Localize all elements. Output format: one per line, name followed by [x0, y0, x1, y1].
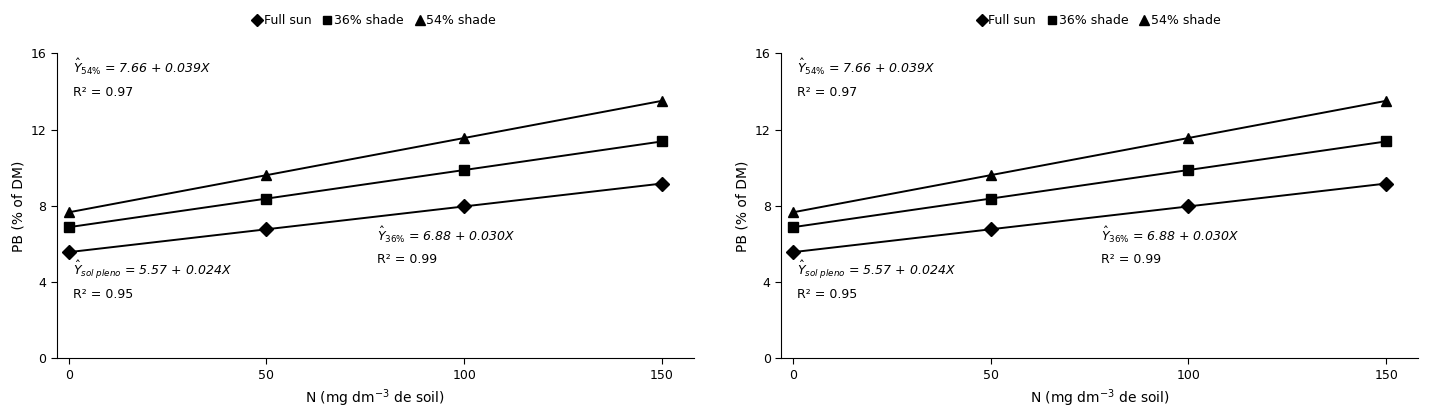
- Legend: Full sun, 36% shade, 54% shade: Full sun, 36% shade, 54% shade: [254, 14, 496, 27]
- Text: $\hat{Y}_{sol\ pleno}$ = 5.57 + 0.024X: $\hat{Y}_{sol\ pleno}$ = 5.57 + 0.024X: [797, 259, 956, 281]
- Text: $\hat{Y}_{sol\ pleno}$ = 5.57 + 0.024X: $\hat{Y}_{sol\ pleno}$ = 5.57 + 0.024X: [73, 259, 231, 281]
- Text: $\hat{Y}_{36\%}$ = 6.88 + 0.030X: $\hat{Y}_{36\%}$ = 6.88 + 0.030X: [377, 225, 516, 245]
- Y-axis label: PB (% of DM): PB (% of DM): [736, 160, 749, 252]
- Text: R² = 0.97: R² = 0.97: [73, 86, 133, 99]
- Text: $\hat{Y}_{36\%}$ = 6.88 + 0.030X: $\hat{Y}_{36\%}$ = 6.88 + 0.030X: [1102, 225, 1240, 245]
- Text: R² = 0.95: R² = 0.95: [797, 288, 857, 301]
- X-axis label: N (mg dm$^{-3}$ de soil): N (mg dm$^{-3}$ de soil): [306, 387, 446, 409]
- Legend: Full sun, 36% shade, 54% shade: Full sun, 36% shade, 54% shade: [979, 14, 1220, 27]
- Text: R² = 0.95: R² = 0.95: [73, 288, 133, 301]
- X-axis label: N (mg dm$^{-3}$ de soil): N (mg dm$^{-3}$ de soil): [1029, 387, 1169, 409]
- Text: R² = 0.99: R² = 0.99: [1102, 254, 1162, 267]
- Text: R² = 0.97: R² = 0.97: [797, 86, 857, 99]
- Y-axis label: PB (% of DM): PB (% of DM): [11, 160, 26, 252]
- Text: $\hat{Y}_{54\%}$ = 7.66 + 0.039X: $\hat{Y}_{54\%}$ = 7.66 + 0.039X: [797, 57, 935, 77]
- Text: R² = 0.99: R² = 0.99: [377, 254, 437, 267]
- Text: $\hat{Y}_{54\%}$ = 7.66 + 0.039X: $\hat{Y}_{54\%}$ = 7.66 + 0.039X: [73, 57, 210, 77]
